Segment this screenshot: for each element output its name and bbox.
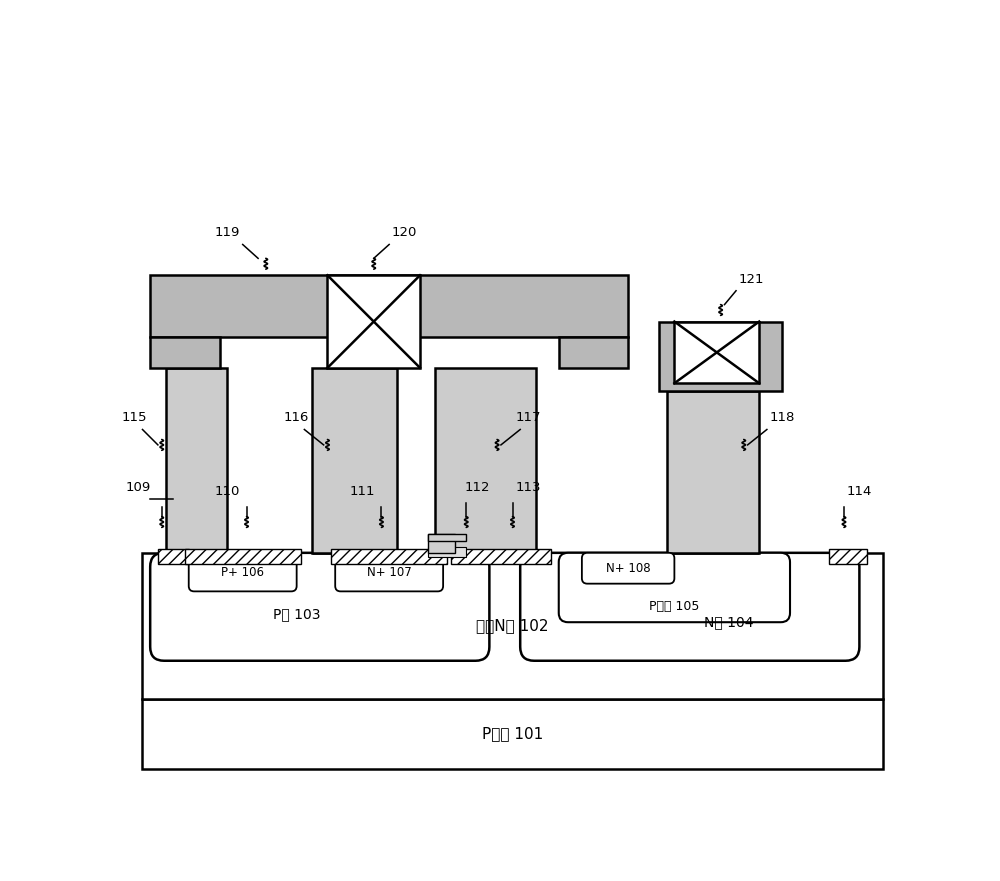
Text: 117: 117 [515,411,541,425]
Text: P掺杂 105: P掺杂 105 [649,600,700,613]
FancyBboxPatch shape [150,553,489,661]
Text: P阱 103: P阱 103 [273,608,320,621]
FancyBboxPatch shape [582,553,674,584]
Bar [150,337,220,368]
Bar [158,549,189,565]
Text: 121: 121 [739,272,764,285]
FancyBboxPatch shape [559,553,790,622]
Text: 120: 120 [392,226,417,240]
Text: P衬底 101: P衬底 101 [482,727,543,742]
Bar [435,368,536,553]
Bar [331,549,447,565]
Text: 112: 112 [465,481,491,494]
Text: 110: 110 [215,485,240,498]
Bar [674,322,759,383]
Bar [327,275,420,368]
Bar [185,549,301,565]
Bar [428,547,466,557]
Bar [150,275,628,337]
Text: 高压N阱 102: 高压N阱 102 [476,618,549,633]
Text: 119: 119 [215,226,240,240]
Text: 114: 114 [847,485,872,498]
Text: 116: 116 [284,411,309,425]
Bar [142,700,883,768]
Bar [142,553,883,700]
Bar [428,534,466,541]
Bar [829,549,867,565]
FancyBboxPatch shape [335,553,443,591]
Bar [451,549,551,565]
Text: N+ 108: N+ 108 [606,562,650,574]
Bar [659,322,782,391]
Text: 115: 115 [122,411,148,425]
FancyBboxPatch shape [189,553,297,591]
Bar [667,391,759,553]
Text: 109: 109 [126,481,151,494]
Bar [428,534,455,553]
Text: 113: 113 [515,481,541,494]
Text: N+ 107: N+ 107 [367,566,412,579]
Bar [312,368,397,553]
Text: 118: 118 [770,411,795,425]
Text: P+ 106: P+ 106 [221,566,264,579]
Text: 111: 111 [349,485,375,498]
Bar [166,368,227,553]
Bar [559,337,628,368]
FancyBboxPatch shape [520,553,859,661]
Text: N阱 104: N阱 104 [704,615,753,629]
